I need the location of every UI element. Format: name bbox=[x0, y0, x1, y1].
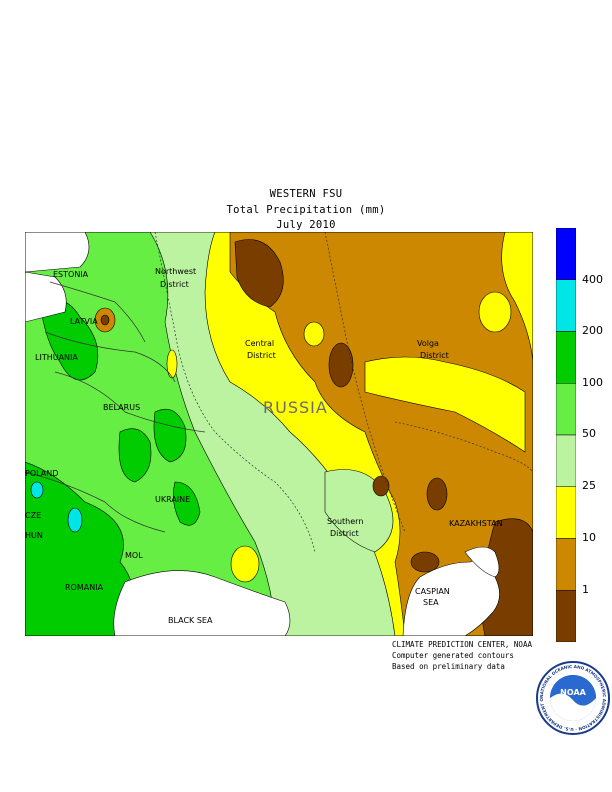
label-ukraine: UKRAINE bbox=[155, 495, 190, 504]
label-northwest-district-1: Northwest bbox=[155, 267, 196, 276]
crimea-10-25-spot bbox=[230, 545, 260, 583]
label-central-district-2: District bbox=[247, 351, 276, 360]
map-period: July 2010 bbox=[276, 219, 336, 231]
label-volga-district-2: District bbox=[420, 351, 449, 360]
legend-swatch bbox=[556, 331, 576, 384]
legend-label-100: 100 bbox=[582, 376, 603, 389]
belarus-10-25-spot bbox=[166, 349, 178, 379]
legend-label-25: 25 bbox=[582, 479, 596, 492]
legend-label-400: 400 bbox=[582, 273, 603, 286]
legend-label-1: 1 bbox=[582, 583, 589, 596]
legend-swatch bbox=[556, 434, 576, 487]
latvia-below-1-spot bbox=[100, 314, 110, 326]
map-title: WESTERN FSU bbox=[269, 188, 343, 200]
baltic-sea-water-south bbox=[25, 271, 67, 323]
ukraine-south-border bbox=[25, 471, 166, 533]
precipitation-map: ESTONIA LATVIA LITHUANIA BELARUS POLAND … bbox=[25, 232, 533, 636]
label-northwest-district-2: District bbox=[160, 280, 189, 289]
baltic-sea-water bbox=[25, 232, 90, 273]
label-caspian-1: CASPIAN bbox=[415, 587, 450, 596]
legend-label-50: 50 bbox=[582, 427, 596, 440]
legend-swatch bbox=[556, 383, 576, 436]
label-southern-district-1: Southern bbox=[327, 517, 363, 526]
caspian-below-1-patch bbox=[410, 551, 440, 573]
label-estonia: ESTONIA bbox=[53, 270, 89, 279]
legend-colorbar bbox=[556, 228, 576, 642]
belarus-ukraine-border bbox=[54, 371, 206, 433]
label-central-district-1: Central bbox=[245, 339, 274, 348]
label-belarus: BELARUS bbox=[103, 403, 140, 412]
russia-west-border bbox=[154, 232, 316, 553]
map-subtitle: Total Precipitation (mm) bbox=[226, 204, 386, 216]
label-poland: POLAND bbox=[25, 469, 58, 478]
label-cze: CZE bbox=[25, 511, 41, 520]
kazakh-below-1-patch bbox=[426, 477, 448, 511]
noaa-logo-text: NOAA bbox=[560, 688, 586, 697]
central-below-1-patch bbox=[234, 239, 284, 308]
volga-below-1-patch bbox=[328, 342, 354, 388]
label-southern-district-2: District bbox=[330, 529, 359, 538]
label-mol: MOL bbox=[125, 551, 143, 560]
legend-label-10: 10 bbox=[582, 531, 596, 544]
ukraine-100-200-patch-c bbox=[173, 481, 201, 526]
legend-swatch bbox=[556, 486, 576, 539]
central-volga-border bbox=[324, 232, 406, 533]
black-sea-water bbox=[113, 570, 291, 636]
estonia-latvia-border bbox=[49, 281, 146, 343]
label-hun: HUN bbox=[25, 531, 43, 540]
legend-label-200: 200 bbox=[582, 324, 603, 337]
legend-swatch bbox=[556, 538, 576, 591]
label-lithuania: LITHUANIA bbox=[35, 353, 78, 362]
credit-line-1: CLIMATE PREDICTION CENTER, NOAA bbox=[392, 640, 532, 649]
volga-east-10-25-spot bbox=[478, 291, 512, 333]
caspian-north-water bbox=[464, 546, 500, 578]
volga-10-25-band bbox=[364, 356, 526, 453]
latvia-lithuania-border bbox=[44, 331, 176, 383]
label-russia: RUSSIA bbox=[263, 398, 328, 417]
legend-swatch bbox=[556, 279, 576, 332]
credit-line-3: Based on preliminary data bbox=[392, 662, 505, 671]
southern-below-1-spot bbox=[372, 475, 390, 497]
label-volga-district-1: Volga bbox=[417, 339, 439, 348]
legend-swatch bbox=[556, 590, 576, 642]
russia-kazakhstan-border bbox=[394, 421, 533, 473]
ukraine-100-200-patch-a bbox=[118, 428, 152, 483]
label-caspian-2: SEA bbox=[423, 598, 439, 607]
central-10-25-spot bbox=[303, 321, 325, 347]
slovakia-200-400-spot bbox=[67, 507, 83, 533]
legend-swatch bbox=[556, 228, 576, 280]
ukraine-100-200-patch-b bbox=[153, 408, 187, 463]
label-romania: ROMANIA bbox=[65, 583, 104, 592]
credit-line-2: Computer generated contours bbox=[392, 651, 514, 660]
noaa-logo: NATIONAL OCEANIC AND ATMOSPHERIC ADMINIS… bbox=[535, 660, 610, 735]
label-kazakhstan: KAZAKHSTAN bbox=[449, 519, 503, 528]
label-black-sea: BLACK SEA bbox=[168, 616, 213, 625]
label-latvia: LATVIA bbox=[70, 317, 98, 326]
poland-200-400-spot bbox=[30, 481, 44, 499]
